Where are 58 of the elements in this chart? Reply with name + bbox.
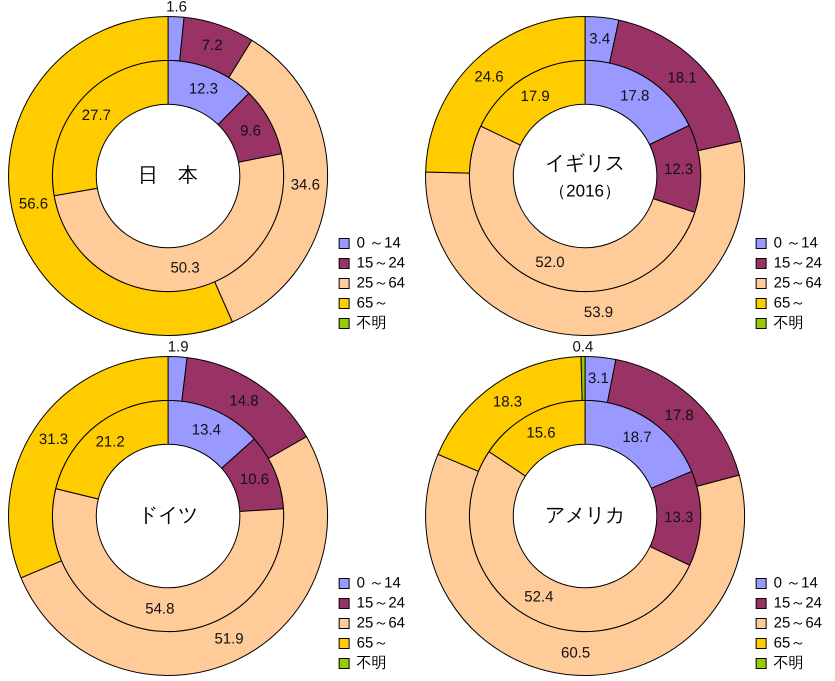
text: イギリス (545, 152, 626, 175)
legend-label: 0 ～14 (356, 574, 401, 592)
legend-label: 0 ～14 (774, 234, 818, 252)
data-label: 52.4 (524, 588, 554, 606)
data-label: 14.8 (229, 392, 259, 410)
data-label: 56.6 (18, 195, 48, 212)
legend-label: 15～24 (356, 594, 406, 612)
legend-label: 15～24 (774, 254, 822, 272)
data-label: 21.2 (96, 433, 125, 450)
data-label: 18.1 (667, 70, 697, 87)
legend-label: 65～ (774, 634, 806, 652)
legend-label: 65～ (356, 634, 388, 652)
data-label: 3.4 (589, 30, 610, 48)
data-label: 18.3 (492, 394, 522, 411)
data-label: 15.6 (526, 424, 556, 442)
data-label: 24.6 (474, 68, 504, 86)
data-label: 1.9 (168, 338, 189, 356)
text: 日 本 (138, 164, 198, 187)
data-label: 17.8 (620, 88, 650, 105)
legend-label: 不明 (774, 314, 804, 332)
legend-label: 25～64 (774, 274, 822, 292)
data-label: 17.8 (664, 406, 694, 424)
data-label: 50.3 (170, 259, 200, 276)
data-label: 27.7 (82, 106, 111, 124)
legend-label: 65～ (774, 294, 806, 312)
legend-label: 0 ～14 (356, 234, 401, 252)
data-label: 3.1 (588, 370, 609, 388)
legend-label: 不明 (356, 654, 387, 672)
data-label: 31.3 (38, 431, 68, 448)
data-label: 12.3 (664, 160, 694, 178)
data-label: 7.2 (202, 36, 223, 54)
legend-label: 不明 (356, 314, 387, 332)
data-label: 34.6 (290, 176, 320, 194)
legend-label: 25～64 (356, 274, 406, 292)
data-label: 13.3 (664, 509, 694, 526)
data-label: 12.3 (188, 80, 218, 98)
data-label: 1.6 (166, 0, 187, 16)
data-label: 13.4 (192, 422, 221, 439)
data-label: 52.0 (535, 254, 565, 272)
data-label: 18.7 (622, 429, 652, 446)
data-label: 0.4 (572, 338, 594, 356)
data-label: 60.5 (560, 644, 590, 662)
data-label: 53.9 (584, 304, 614, 322)
data-label: 17.9 (520, 88, 550, 105)
text: （2016） (549, 182, 621, 201)
data-label: 54.8 (145, 600, 174, 618)
legend-label: 25～64 (774, 614, 822, 632)
legend-label: 15～24 (774, 594, 822, 612)
text: アメリカ (545, 504, 626, 527)
text: ドイツ (138, 504, 198, 527)
legend-label: 15～24 (356, 254, 406, 272)
data-label: 9.6 (240, 122, 261, 140)
legend-label: 不明 (774, 654, 804, 672)
legend-label: 65～ (356, 294, 388, 312)
legend-label: 0 ～14 (774, 574, 818, 592)
data-label: 51.9 (214, 630, 244, 648)
data-label: 10.6 (240, 471, 270, 488)
legend-label: 25～64 (356, 614, 406, 632)
